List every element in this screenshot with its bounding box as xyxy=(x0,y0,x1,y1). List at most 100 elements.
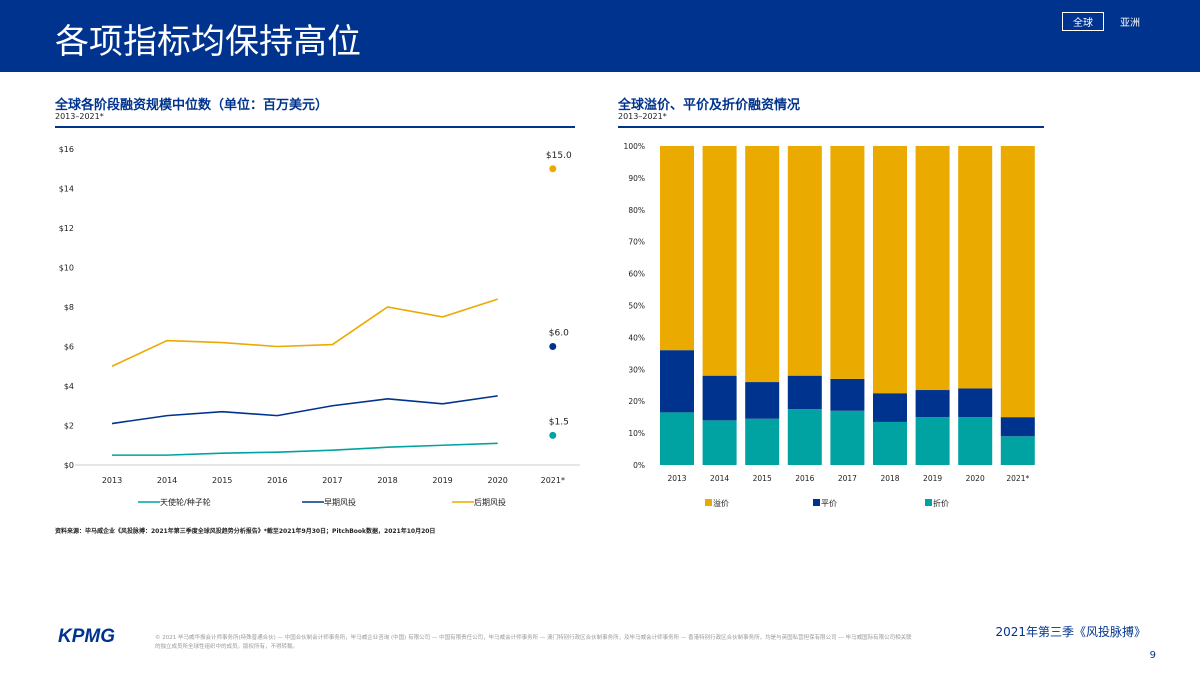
bar-segment xyxy=(873,393,907,422)
bar-segment xyxy=(745,382,780,419)
x-tick-label: 2013 xyxy=(102,476,122,485)
series-line xyxy=(111,395,498,425)
x-tick-label: 2019 xyxy=(432,476,452,485)
y-tick-label: $16 xyxy=(59,145,74,154)
x-tick-label: 2015 xyxy=(212,476,232,485)
data-label: $15.0 xyxy=(546,151,572,161)
x-tick-label: 2019 xyxy=(923,474,942,483)
line-chart: $0 $2 $4 $6 $8 $10 $12 $14 $16 2013 2014 2015 2016 20… xyxy=(59,145,580,507)
bar-segment xyxy=(873,146,907,394)
y-tick-label: 70% xyxy=(628,238,645,247)
legend-label: 后期风投 xyxy=(474,497,506,507)
tab-asia[interactable]: 亚洲 xyxy=(1120,18,1140,29)
y-tick-label: $8 xyxy=(64,303,74,312)
bar-segment xyxy=(915,146,950,391)
y-tick-label: 10% xyxy=(628,429,645,438)
left-chart-title: 全球各阶段融资规模中位数（单位：百万美元） xyxy=(55,98,329,113)
bar-segment xyxy=(830,146,865,379)
x-tick-label: 2013 xyxy=(667,474,686,483)
bar-segment xyxy=(660,350,694,413)
y-tick-label: $10 xyxy=(59,264,74,273)
bar-segment xyxy=(873,421,907,465)
x-tick-label: 2018 xyxy=(377,476,397,485)
source-note: 资料来源：毕马威企业《风投脉搏：2021年第三季度全球风投趋势分析报告》*截至2… xyxy=(55,528,436,535)
x-tick-label: 2014 xyxy=(157,476,177,485)
x-tick-label: 2021* xyxy=(541,476,565,485)
bar-segment xyxy=(830,378,865,411)
bar-segment xyxy=(745,418,780,465)
legend-label: 平价 xyxy=(821,499,837,508)
x-tick-label: 2016 xyxy=(267,476,287,485)
legend-label: 早期风投 xyxy=(324,497,356,507)
data-point-2021 xyxy=(549,165,557,173)
bar-segment xyxy=(702,146,737,376)
data-point-2021 xyxy=(549,431,557,439)
y-tick-label: 0% xyxy=(633,461,645,470)
bar-segment xyxy=(958,146,993,389)
divider xyxy=(618,126,1044,128)
legend-swatch xyxy=(705,499,712,506)
legend-label: 折价 xyxy=(933,498,949,508)
bar-segment xyxy=(1000,146,1035,418)
y-tick-label: 80% xyxy=(628,206,645,215)
bar-segment xyxy=(958,388,993,418)
y-tick-label: 20% xyxy=(628,397,645,406)
bar-segment xyxy=(787,146,822,376)
bar-segment xyxy=(660,412,694,465)
bar-segment xyxy=(958,417,993,465)
header-bar: 各项指标均保持高位 全球 亚洲 xyxy=(0,0,1200,72)
x-tick-label: 2017 xyxy=(322,476,342,485)
y-tick-label: $6 xyxy=(64,343,74,352)
bar-segment xyxy=(702,375,737,421)
y-tick-label: $14 xyxy=(59,185,74,194)
x-tick-label: 2020 xyxy=(488,476,508,485)
x-tick-label: 2014 xyxy=(710,474,729,483)
bar-segment xyxy=(915,390,950,418)
report-name: 2021年第三季《风投脉搏》 xyxy=(995,625,1146,639)
series-line xyxy=(111,298,498,367)
y-tick-label: $12 xyxy=(59,224,74,233)
y-tick-label: 30% xyxy=(628,365,645,374)
y-tick-label: $4 xyxy=(64,382,74,391)
bar-segment xyxy=(787,375,822,410)
bar-segment xyxy=(830,410,865,465)
kpmg-logo: KPMG xyxy=(58,626,115,647)
x-tick-label: 2018 xyxy=(880,474,899,483)
y-tick-label: 90% xyxy=(628,174,645,183)
bar-segment xyxy=(787,409,822,465)
x-tick-label: 2017 xyxy=(838,474,857,483)
data-point-2021 xyxy=(549,343,557,350)
legend-swatch xyxy=(925,499,932,506)
bar-segment xyxy=(702,420,737,465)
bar-segment xyxy=(915,417,950,465)
legend-label: 溢价 xyxy=(713,498,729,508)
disclaimer: © 2021 毕马威华振会计师事务所(特殊普通合伙) — 中国合伙制会计师事务所… xyxy=(155,635,912,650)
y-tick-label: 50% xyxy=(628,302,645,311)
series-line xyxy=(112,442,498,456)
bar-segment xyxy=(745,146,780,383)
y-tick-label: $2 xyxy=(64,422,74,431)
page-title: 各项指标均保持高位 xyxy=(55,22,361,62)
divider xyxy=(55,126,575,128)
y-tick-label: $0 xyxy=(64,461,74,470)
stacked-bar-chart: 0% 10% 20% 30% 40% 50% 60% 70% 80% 90% 100% 2013 201… xyxy=(624,142,1035,508)
left-chart-subtitle: 2013–2021* xyxy=(55,112,104,121)
x-tick-label: 2020 xyxy=(966,474,985,483)
x-tick-label: 2021* xyxy=(1006,474,1029,483)
bar-segment xyxy=(660,146,694,351)
x-tick-label: 2016 xyxy=(795,474,814,483)
tab-global[interactable]: 全球 xyxy=(1062,12,1104,31)
right-chart-title: 全球溢价、平价及折价融资情况 xyxy=(618,98,801,113)
legend-swatch xyxy=(813,499,820,506)
page-number: 9 xyxy=(1149,650,1156,661)
y-tick-label: 60% xyxy=(628,270,645,279)
x-tick-label: 2015 xyxy=(753,474,772,483)
region-tabs: 全球 亚洲 xyxy=(1062,12,1150,31)
bar-segment xyxy=(1000,436,1035,465)
y-tick-label: 100% xyxy=(624,142,645,151)
data-label: $6.0 xyxy=(549,329,569,339)
right-chart-subtitle: 2013–2021* xyxy=(618,112,667,121)
bar-segment xyxy=(1000,417,1035,437)
data-label: $1.5 xyxy=(549,417,569,427)
y-tick-label: 40% xyxy=(628,333,645,342)
